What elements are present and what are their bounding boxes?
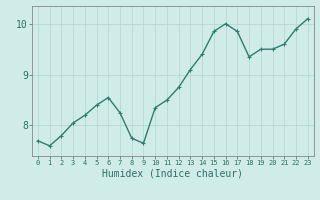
X-axis label: Humidex (Indice chaleur): Humidex (Indice chaleur) [102,169,243,179]
